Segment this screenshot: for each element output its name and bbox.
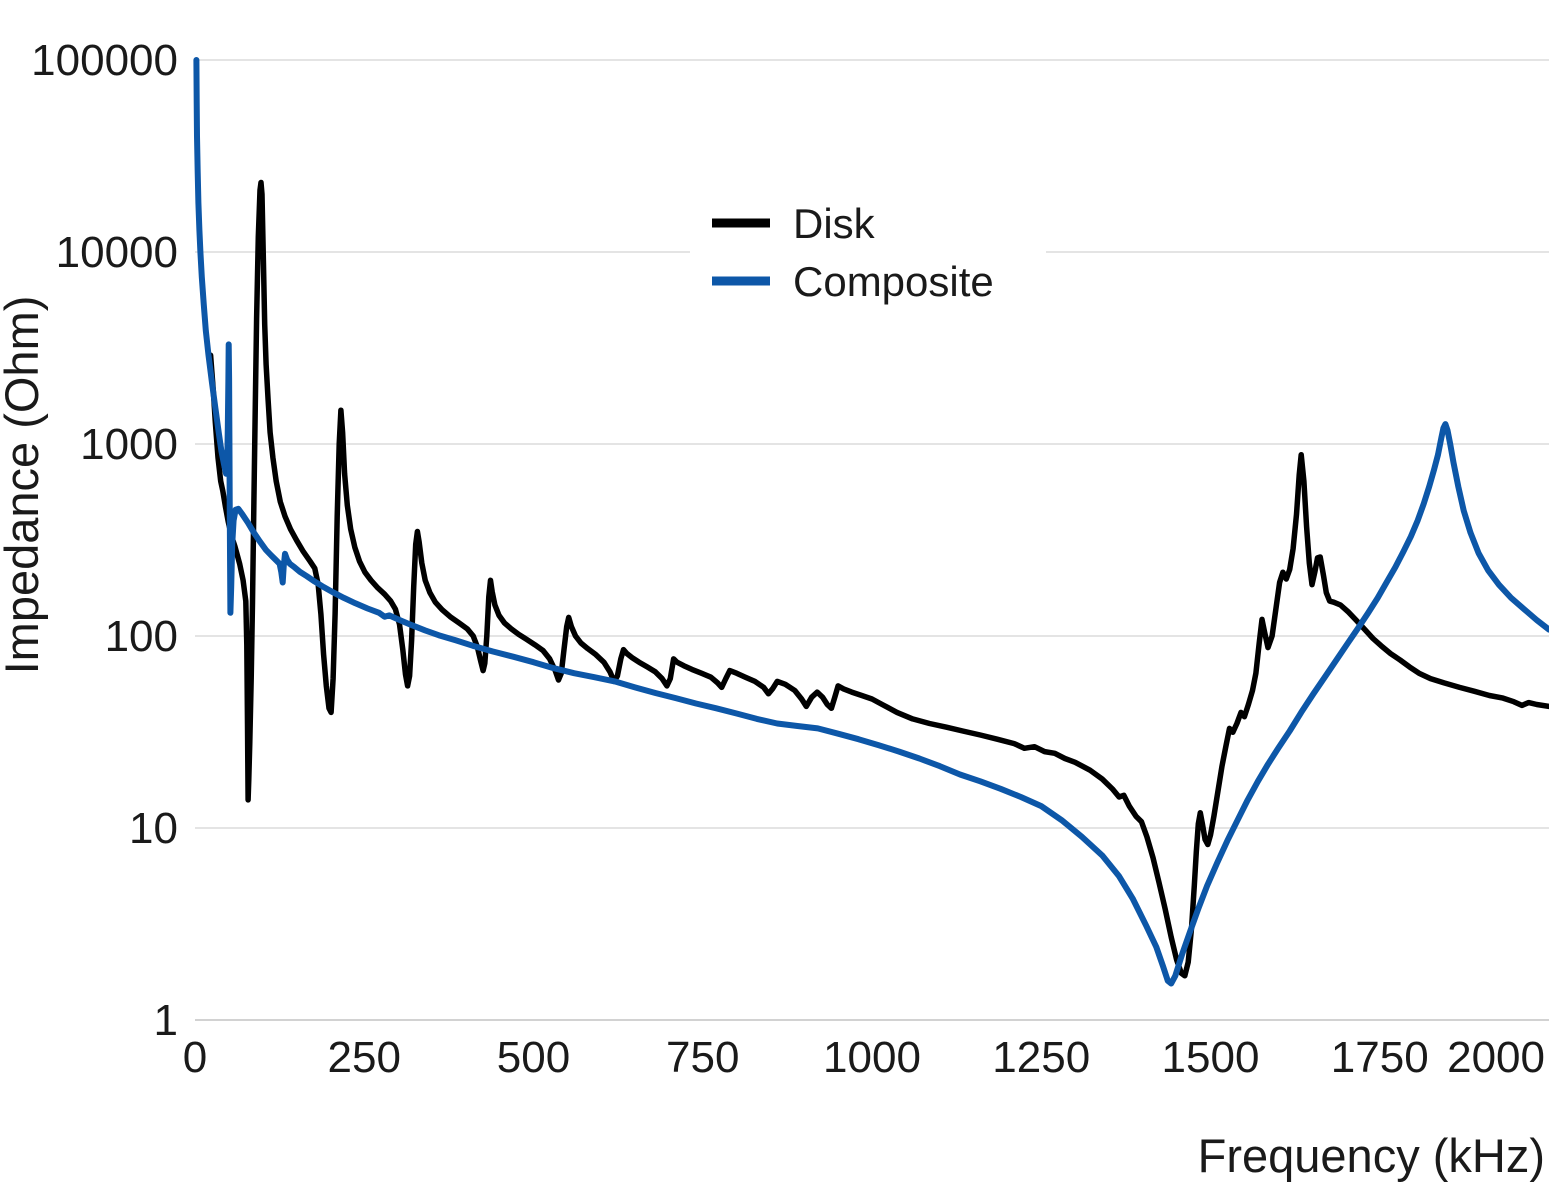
series-line-disk (207, 179, 1549, 979)
x-tick-label-1750: 1750 (1331, 1033, 1429, 1082)
legend-background (690, 196, 1046, 308)
x-tick-label-0: 0 (183, 1033, 207, 1082)
legend-label-composite: Composite (793, 258, 994, 305)
y-tick-label-10: 10 (129, 804, 178, 853)
y-axis-title: Impedance (Ohm) (0, 296, 48, 675)
series-line-composite (193, 57, 1549, 987)
x-tick-label-250: 250 (328, 1033, 401, 1082)
x-tick-label-1000: 1000 (823, 1033, 921, 1082)
y-tick-label-100000: 100000 (31, 36, 178, 85)
legend-label-disk: Disk (793, 200, 876, 247)
y-tick-label-1: 1 (154, 996, 178, 1045)
x-tick-label-2000: 2000 (1447, 1033, 1545, 1082)
y-tick-label-10000: 10000 (56, 228, 178, 277)
x-tick-label-1500: 1500 (1162, 1033, 1260, 1082)
y-tick-label-1000: 1000 (80, 420, 178, 469)
x-tick-label-750: 750 (666, 1033, 739, 1082)
x-tick-label-1250: 1250 (992, 1033, 1090, 1082)
x-axis-title: Frequency (kHz) (1198, 1129, 1545, 1182)
x-tick-label-500: 500 (497, 1033, 570, 1082)
y-tick-label-100: 100 (105, 612, 178, 661)
